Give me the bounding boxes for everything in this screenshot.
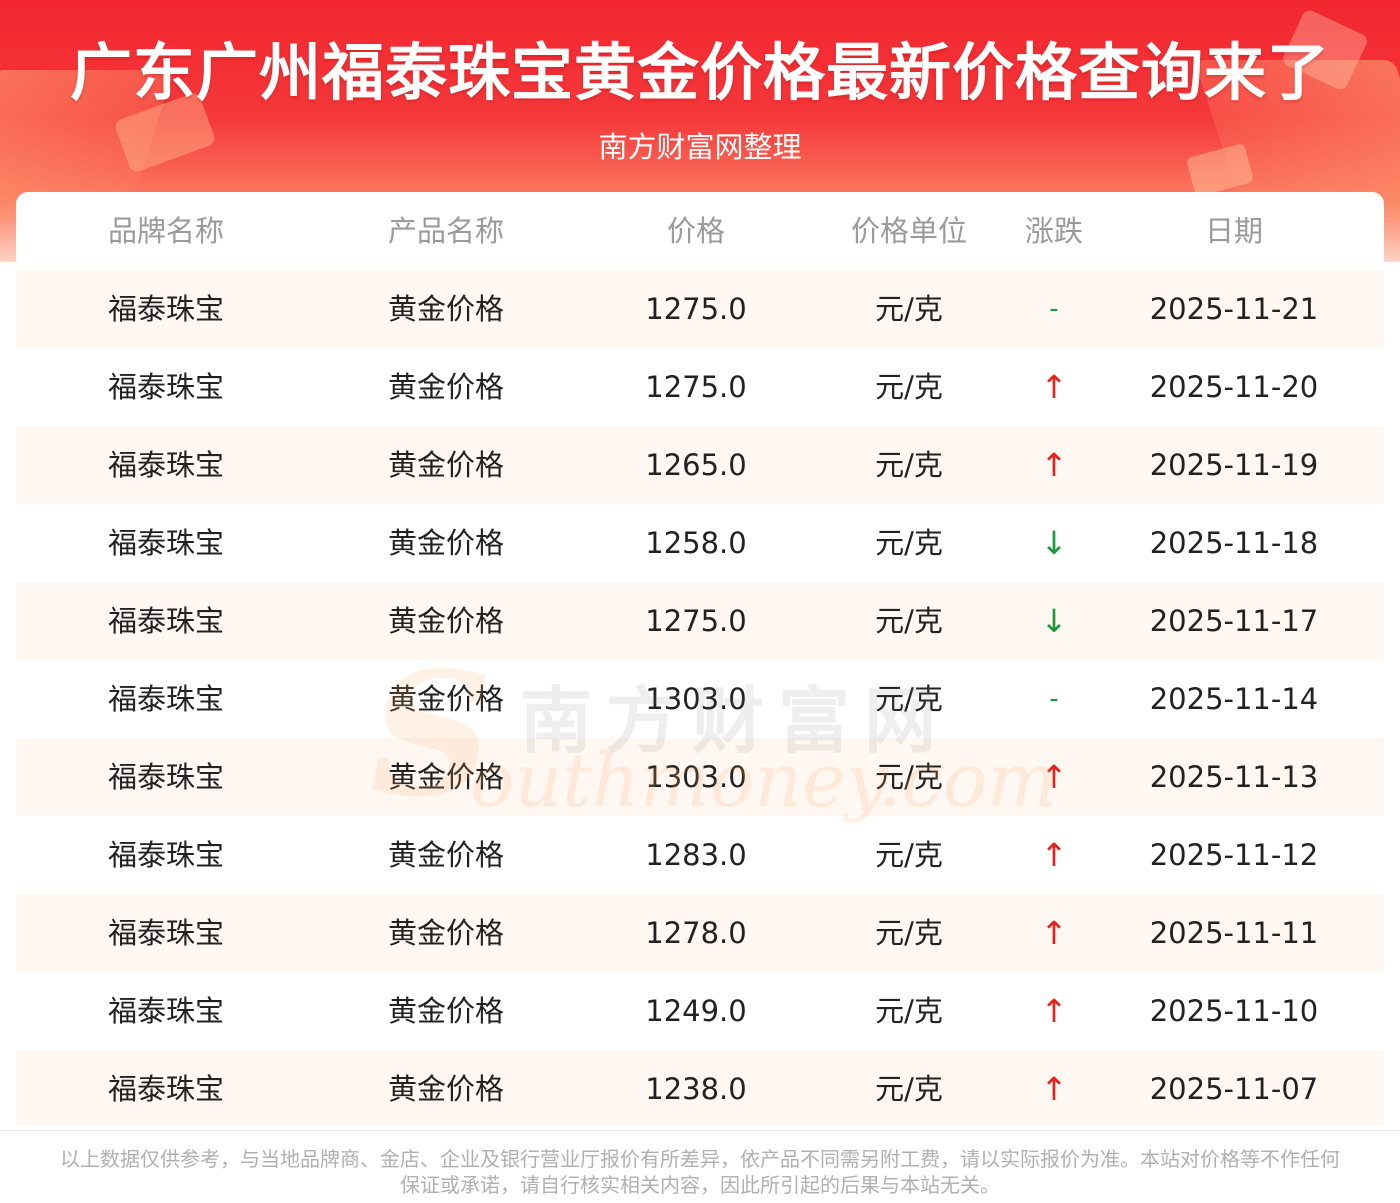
- up-arrow-icon: ↑: [1040, 446, 1068, 484]
- cell-product: 黄金价格: [387, 448, 504, 482]
- cell-price: 1258.0: [645, 526, 747, 560]
- header-product: 产品名称: [387, 214, 504, 248]
- footer-disclaimer: 以上数据仅供参考，与当地品牌商、金店、企业及银行营业厅报价有所差异，依产品不同需…: [60, 1147, 1340, 1197]
- cell-brand: 福泰珠宝: [107, 604, 224, 638]
- cell-product: 黄金价格: [387, 370, 504, 404]
- cell-date: 2025-11-20: [1149, 370, 1319, 404]
- table-row: 福泰珠宝 黄金价格 1278.0 元/克 ↑ 2025-11-11: [16, 894, 1384, 972]
- page-title: 广东广州福泰珠宝黄金价格最新价格查询来了: [69, 36, 1330, 109]
- cell-date: 2025-11-10: [1149, 994, 1319, 1028]
- cell-brand: 福泰珠宝: [107, 292, 224, 326]
- header-brand: 品牌名称: [107, 214, 224, 248]
- flat-indicator: -: [1049, 294, 1059, 324]
- cell-price: 1249.0: [645, 994, 747, 1028]
- cell-product: 黄金价格: [387, 838, 504, 872]
- up-arrow-icon: ↑: [1040, 368, 1068, 406]
- cell-product: 黄金价格: [387, 1072, 504, 1106]
- up-arrow-icon: ↑: [1040, 992, 1068, 1030]
- cell-price: 1303.0: [645, 760, 747, 794]
- cell-brand: 福泰珠宝: [107, 838, 224, 872]
- table-row: 福泰珠宝 黄金价格 1275.0 元/克 - 2025-11-21: [16, 270, 1384, 348]
- cell-unit: 元/克: [875, 994, 943, 1028]
- cell-unit: 元/克: [875, 760, 943, 794]
- cell-date: 2025-11-12: [1149, 838, 1319, 872]
- footer-divider: [0, 1130, 1400, 1131]
- cell-price: 1275.0: [645, 370, 747, 404]
- cell-unit: 元/克: [875, 838, 943, 872]
- header-unit: 价格单位: [850, 214, 967, 248]
- cell-price: 1238.0: [645, 1072, 747, 1106]
- table-row: 福泰珠宝 黄金价格 1303.0 元/克 ↑ 2025-11-13: [16, 738, 1384, 816]
- cell-price: 1275.0: [645, 604, 747, 638]
- flat-indicator: -: [1049, 684, 1059, 714]
- cell-product: 黄金价格: [387, 292, 504, 326]
- table-row: 福泰珠宝 黄金价格 1275.0 元/克 ↓ 2025-11-17: [16, 582, 1384, 660]
- cell-unit: 元/克: [875, 682, 943, 716]
- cell-product: 黄金价格: [387, 760, 504, 794]
- table-row: 福泰珠宝 黄金价格 1283.0 元/克 ↑ 2025-11-12: [16, 816, 1384, 894]
- cell-date: 2025-11-17: [1149, 604, 1319, 638]
- up-arrow-icon: ↑: [1040, 914, 1068, 952]
- cell-brand: 福泰珠宝: [107, 448, 224, 482]
- cell-unit: 元/克: [875, 916, 943, 950]
- cell-date: 2025-11-11: [1149, 916, 1319, 950]
- table-row: 福泰珠宝 黄金价格 1238.0 元/克 ↑ 2025-11-07: [16, 1050, 1384, 1126]
- table-row: 福泰珠宝 黄金价格 1275.0 元/克 ↑ 2025-11-20: [16, 348, 1384, 426]
- cell-brand: 福泰珠宝: [107, 1072, 224, 1106]
- cell-date: 2025-11-14: [1149, 682, 1319, 716]
- cell-product: 黄金价格: [387, 682, 504, 716]
- cell-brand: 福泰珠宝: [107, 682, 224, 716]
- cell-unit: 元/克: [875, 448, 943, 482]
- cell-date: 2025-11-19: [1149, 448, 1319, 482]
- cell-price: 1303.0: [645, 682, 747, 716]
- cell-brand: 福泰珠宝: [107, 760, 224, 794]
- up-arrow-icon: ↑: [1040, 1070, 1068, 1108]
- price-table: 品牌名称 产品名称 价格 价格单位 涨跌 日期 福泰珠宝 黄金价格 1275.0…: [16, 192, 1384, 1126]
- table-header: 品牌名称 产品名称 价格 价格单位 涨跌 日期: [16, 192, 1384, 270]
- table-row: 福泰珠宝 黄金价格 1265.0 元/克 ↑ 2025-11-19: [16, 426, 1384, 504]
- cell-price: 1275.0: [645, 292, 747, 326]
- cell-unit: 元/克: [875, 526, 943, 560]
- cell-date: 2025-11-18: [1149, 526, 1319, 560]
- cell-price: 1278.0: [645, 916, 747, 950]
- cell-date: 2025-11-07: [1149, 1072, 1319, 1106]
- table-row: 福泰珠宝 黄金价格 1258.0 元/克 ↓ 2025-11-18: [16, 504, 1384, 582]
- cell-brand: 福泰珠宝: [107, 526, 224, 560]
- cell-unit: 元/克: [875, 292, 943, 326]
- header-price: 价格: [666, 214, 725, 248]
- up-arrow-icon: ↑: [1040, 758, 1068, 796]
- cell-brand: 福泰珠宝: [107, 370, 224, 404]
- down-arrow-icon: ↓: [1040, 524, 1068, 562]
- table-row: 福泰珠宝 黄金价格 1303.0 元/克 - 2025-11-14: [16, 660, 1384, 738]
- cell-product: 黄金价格: [387, 604, 504, 638]
- cell-unit: 元/克: [875, 604, 943, 638]
- header-change: 涨跌: [1024, 214, 1083, 248]
- page-subtitle: 南方财富网整理: [598, 130, 802, 164]
- cell-product: 黄金价格: [387, 994, 504, 1028]
- cell-brand: 福泰珠宝: [107, 994, 224, 1028]
- table-row: 福泰珠宝 黄金价格 1249.0 元/克 ↑ 2025-11-10: [16, 972, 1384, 1050]
- header-date: 日期: [1204, 214, 1263, 248]
- cell-price: 1283.0: [645, 838, 747, 872]
- cell-unit: 元/克: [875, 370, 943, 404]
- cell-unit: 元/克: [875, 1072, 943, 1106]
- up-arrow-icon: ↑: [1040, 836, 1068, 874]
- cell-product: 黄金价格: [387, 916, 504, 950]
- down-arrow-icon: ↓: [1040, 602, 1068, 640]
- cell-brand: 福泰珠宝: [107, 916, 224, 950]
- cell-product: 黄金价格: [387, 526, 504, 560]
- cell-date: 2025-11-13: [1149, 760, 1319, 794]
- cell-price: 1265.0: [645, 448, 747, 482]
- cell-date: 2025-11-21: [1149, 292, 1319, 326]
